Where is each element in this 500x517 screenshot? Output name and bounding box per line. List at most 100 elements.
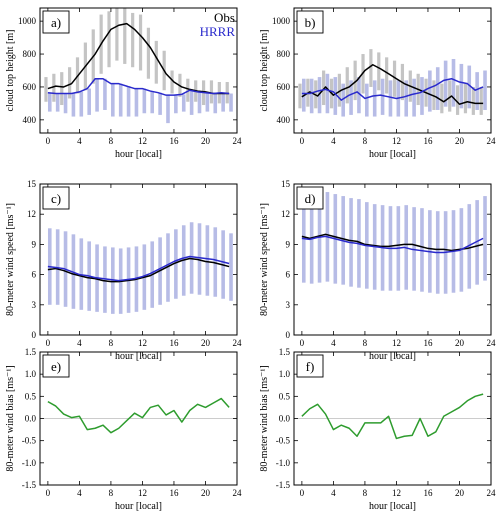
hrrr-range-bar [158, 92, 162, 115]
obs-range-bar [455, 85, 460, 115]
obs-range-bar [440, 83, 444, 114]
x-tick-label: 20 [455, 488, 465, 498]
y-axis-label: 80-meter wind bias [ms⁻¹] [259, 365, 270, 471]
hrrr-range-bar [63, 93, 68, 114]
y-tick-label: 12 [281, 209, 290, 219]
x-tick-label: 8 [109, 338, 114, 348]
obs-line [301, 63, 484, 105]
panel-2: 0 4 8 12 16 20 24 400 600 800 1000 hour [local] clou… [259, 7, 496, 160]
hrrr-range-bar [451, 58, 456, 107]
y-tick-label: 0.5 [279, 391, 291, 401]
hrrr-range-bar [475, 72, 479, 110]
x-tick-label: 0 [46, 136, 51, 146]
hrrr-range-bar [118, 83, 123, 117]
y-tick-label: -1.0 [22, 458, 37, 468]
hrrr-line [47, 77, 230, 96]
x-tick-label: 0 [300, 136, 305, 146]
hrrr-range-bar [205, 92, 210, 112]
x-tick-label: 4 [77, 136, 82, 146]
panel-tag: c) [42, 186, 70, 210]
x-tick-label: 8 [363, 136, 368, 146]
hrrr-range-bar [341, 83, 345, 117]
hrrr-range-bar [467, 65, 472, 109]
hrrr-range-bar [365, 83, 369, 117]
panel-tag-box [296, 186, 324, 210]
x-tick-label: 0 [300, 488, 305, 498]
x-tick-label: 24 [233, 338, 243, 348]
panel-tag-label: e) [51, 359, 61, 374]
obs-range-bar [392, 60, 397, 97]
hrrr-range-bar [459, 63, 464, 109]
y-tick-label: 800 [23, 49, 37, 59]
hrrr-range-bar [87, 88, 91, 115]
obs-range-bar [385, 57, 389, 94]
hrrr-range-bar [357, 77, 361, 114]
y-tick-label: -1.5 [22, 480, 37, 490]
x-axis-label: hour [local] [115, 351, 162, 362]
x-tick-label: 16 [423, 136, 433, 146]
hrrr-range-bar [380, 78, 385, 115]
y-tick-label: 400 [277, 115, 291, 125]
y-tick-label: 0 [32, 330, 37, 340]
x-tick-label: 4 [77, 488, 82, 498]
y-tick-label: 9 [286, 239, 291, 249]
obs-range-bar [146, 27, 151, 79]
x-tick-label: 16 [423, 338, 433, 348]
hrrr-range-bar [150, 91, 155, 114]
x-tick-label: 20 [201, 488, 211, 498]
panel-tag: f) [296, 354, 324, 378]
y-tick-label: 1000 [272, 16, 291, 26]
panel-tag-box [42, 354, 70, 378]
hrrr-range-bar [103, 78, 107, 110]
x-axis-label: hour [local] [369, 351, 416, 362]
y-tick-label: 1000 [18, 16, 37, 26]
hrrr-range-bar [95, 78, 99, 112]
obs-range-bar [448, 80, 452, 112]
panel-tag-box [296, 10, 324, 34]
x-tick-label: 12 [392, 136, 401, 146]
x-tick-label: 4 [331, 136, 336, 146]
x-tick-label: 12 [138, 488, 147, 498]
hrrr-range-bar [111, 83, 115, 117]
plot-frame [293, 183, 492, 336]
hrrr-range-bar [372, 80, 377, 117]
hrrr-line [301, 77, 484, 101]
y-axis-label: cloud top height [m] [259, 30, 270, 112]
bias-line [301, 393, 484, 440]
x-tick-label: 0 [300, 338, 305, 348]
hrrr-range-bar [174, 229, 178, 299]
hrrr-range-bar [205, 225, 210, 296]
obs-range-bar [369, 49, 373, 87]
obs-range-bar [209, 80, 214, 104]
obs-range-bar [471, 86, 475, 115]
hrrr-range-bar [229, 93, 233, 112]
hrrr-range-bar [189, 90, 194, 115]
hrrr-range-bar [349, 80, 353, 115]
y-tick-label: 1.0 [279, 369, 291, 379]
panel-tag-label: f) [306, 359, 315, 374]
panel-tag-box [42, 10, 70, 34]
hrrr-range-bar [317, 77, 322, 114]
obs-line [47, 22, 230, 95]
obs-range-bar [60, 72, 64, 106]
x-tick-label: 16 [423, 488, 433, 498]
hrrr-line [301, 235, 484, 254]
y-tick-label: 1.5 [25, 347, 37, 357]
x-tick-label: 12 [138, 338, 147, 348]
y-tick-label: 3 [286, 300, 291, 310]
y-axis-label: 80-meter wind speed [ms⁻¹] [259, 203, 270, 316]
hrrr-range-bar [134, 88, 139, 117]
y-axis-label: 80-meter wind bias [ms⁻¹] [5, 365, 16, 471]
hrrr-range-bar [412, 78, 416, 117]
y-tick-label: 0.0 [25, 414, 37, 424]
panel-1: 0 4 8 12 16 20 24 400 600 800 1000 hour [local] clou… [5, 7, 242, 160]
y-tick-label: 15 [27, 179, 37, 189]
panel-tag: d) [296, 186, 324, 210]
y-tick-label: 400 [23, 115, 37, 125]
hrrr-range-bar [483, 70, 487, 110]
y-axis-label: 80-meter wind speed [ms⁻¹] [5, 203, 16, 316]
x-tick-label: 20 [455, 136, 465, 146]
panel-tag-label: a) [51, 15, 61, 30]
hrrr-range-bar [79, 91, 84, 117]
